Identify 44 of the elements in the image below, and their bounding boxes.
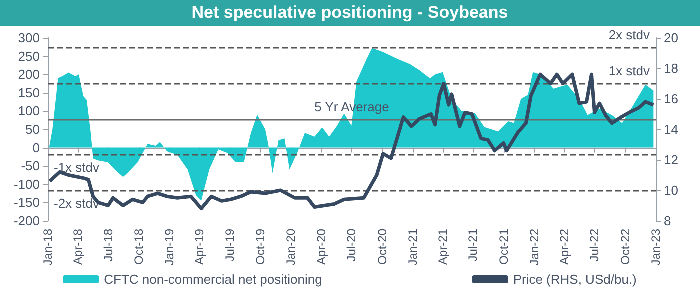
chart-title: Net speculative positioning - Soybeans [0, 0, 700, 26]
x-tick-label: Apr-18 [70, 228, 85, 266]
y-tick-label: 50 [26, 122, 40, 137]
x-tick-label: Jul-20 [344, 228, 359, 262]
x-tick-label: Jan-19 [162, 228, 177, 266]
x-tick-label: Jul-21 [466, 228, 480, 262]
x-tick-label: Apr-19 [192, 228, 206, 266]
x-tick-label: Jul-22 [588, 228, 602, 262]
x-tick-label: Oct-20 [375, 228, 390, 266]
y-tick-label: -100 [14, 176, 40, 192]
x-tick-label: Jan-22 [527, 228, 542, 266]
y2-tick-label: 18 [664, 61, 678, 76]
x-tick-label: Oct-22 [618, 228, 632, 266]
x-tick-label: Jan-23 [649, 228, 663, 266]
ref-line-label: 2x stdv [608, 28, 650, 43]
x-tick-label: Jan-20 [284, 228, 298, 266]
y-tick-label: 150 [18, 85, 40, 100]
y2-tick-label: 20 [664, 30, 678, 46]
x-tick-label: Oct-19 [253, 228, 268, 266]
x-tick-label: Apr-22 [557, 228, 572, 266]
y2-tick-label: 8 [664, 214, 672, 228]
x-tick-label: Oct-18 [132, 228, 146, 266]
y2-tick-label: 10 [664, 183, 678, 198]
x-tick-label: Oct-21 [496, 228, 511, 266]
x-tick-label: Jan-18 [41, 228, 55, 266]
x-tick-label: Apr-20 [314, 228, 328, 266]
y2-tick-label: 12 [664, 152, 678, 168]
x-tick-label: Apr-21 [436, 228, 450, 266]
y-tick-label: 100 [18, 104, 40, 119]
y-tick-label: 250 [18, 48, 40, 64]
legend-label: Price (RHS, USd/bu.) [513, 272, 637, 287]
y-tick-label: -150 [14, 195, 40, 210]
y-tick-label: -50 [21, 158, 40, 174]
x-tick-label: Jul-19 [222, 228, 237, 262]
y-tick-label: 300 [18, 30, 40, 46]
legend-label: CFTC non-commercial net positioning [104, 272, 322, 287]
x-tick-label: Jan-21 [406, 228, 420, 266]
ref-line-label: 1x stdv [608, 63, 650, 78]
y2-tick-label: 16 [664, 92, 678, 106]
y2-tick-label: 14 [664, 122, 678, 137]
y-tick-label: 200 [18, 67, 40, 82]
x-tick-label: Jul-18 [101, 228, 116, 262]
y-tick-label: 0 [32, 140, 40, 156]
y-tick-label: -200 [14, 214, 40, 228]
